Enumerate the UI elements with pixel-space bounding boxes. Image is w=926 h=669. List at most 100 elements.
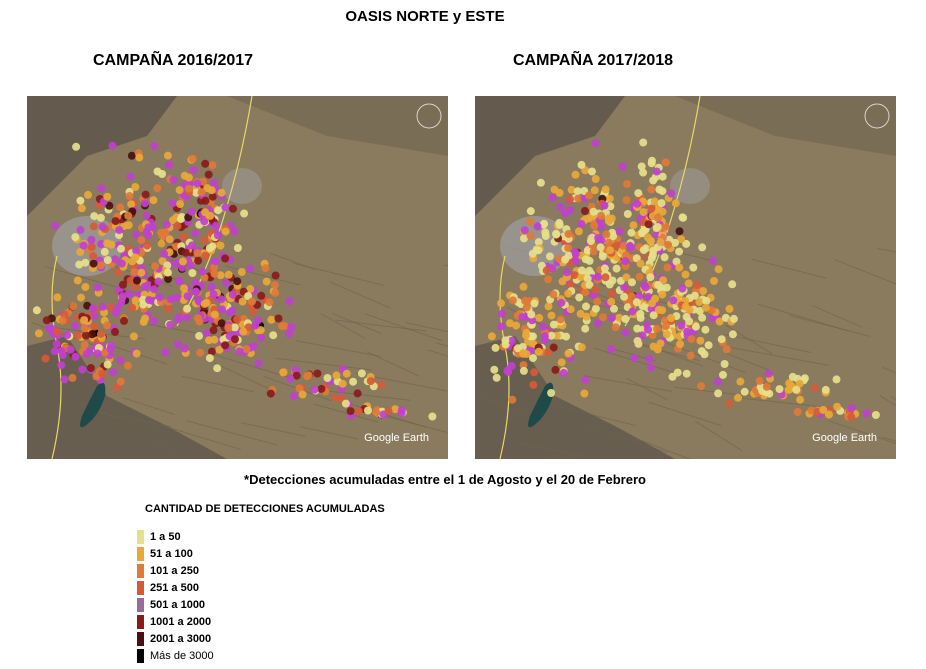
detection-point [714,377,722,386]
detection-point [90,212,99,221]
detection-point [629,221,638,230]
detection-point [601,185,610,194]
detection-point [60,375,69,384]
detection-point [636,309,645,318]
detection-point [575,293,584,302]
detection-point [636,259,645,268]
detection-point [607,345,616,353]
detection-point [201,251,210,260]
detection-point [180,171,189,180]
detection-point [519,361,528,370]
detection-point [529,332,537,341]
detection-point [557,298,566,307]
detection-point [583,274,592,283]
detection-point [290,392,299,400]
detection-point [566,305,575,314]
terrain-ridge [879,395,896,407]
detection-point [675,247,684,256]
detection-point [792,385,801,394]
detection-point [708,314,717,323]
terrain-ridge [99,412,172,428]
detection-point [551,365,560,374]
detection-point [755,376,764,385]
detection-point [75,260,84,269]
detection-point [222,279,231,288]
detection-points [32,141,437,421]
detection-point [518,313,527,322]
detection-point [331,393,340,402]
detection-point [180,284,188,293]
detection-point [191,288,200,296]
detection-point [566,281,575,289]
detection-point [621,315,630,323]
detection-point [266,389,275,398]
mountain-range-nw [27,96,177,216]
detection-point [654,305,663,314]
detection-point [533,222,542,231]
campaign-title-left: CAMPAÑA 2016/2017 [93,52,254,69]
detection-point [117,297,126,306]
detection-point [32,306,41,315]
detection-point [658,290,667,299]
detection-point [646,273,655,282]
detection-point [535,313,544,322]
detection-point [161,348,170,357]
detection-point [172,293,181,302]
detection-point [588,233,597,242]
terrain-ridge [828,420,896,444]
compass-icon[interactable] [416,103,442,129]
detection-point [547,311,556,320]
detection-point [847,404,856,412]
satellite-map-2016-2017[interactable]: Google Earth [27,96,448,459]
detection-point [168,199,177,208]
detection-point [240,209,249,218]
detection-point [80,324,89,333]
terrain-ridge [212,353,289,378]
detection-point [667,189,676,198]
google-earth-logo: Google Earth [364,432,429,444]
detection-point [271,271,280,280]
detection-point [522,331,530,340]
satellite-map-2017-2018[interactable]: Google Earth [475,96,896,459]
detection-point [564,243,573,252]
compass-icon[interactable] [864,103,890,129]
detection-point [638,331,647,340]
detection-point [541,232,550,240]
detection-point [69,302,78,311]
detection-point [681,302,690,311]
detection-point [530,299,539,308]
lake [528,382,554,428]
detection-point [366,377,375,386]
detection-point [728,280,737,289]
detection-point [762,382,771,391]
detection-point [593,297,602,306]
detection-point [534,347,543,356]
detection-point [639,168,648,177]
detection-point [571,256,580,265]
detection-point [126,172,135,181]
detection-point [722,345,731,354]
terrain-ridge [213,362,270,390]
terrain-ridge [584,375,672,392]
detection-point [648,331,657,339]
detection-point [695,307,704,315]
detection-point [176,200,185,209]
detection-point [734,393,742,402]
detection-point [124,290,133,298]
detection-point [228,290,237,299]
detection-point [210,335,219,344]
detection-point [521,296,530,305]
detection-point [78,365,87,374]
detection-point [597,211,606,220]
detection-point [564,289,573,298]
detection-point [487,332,496,341]
detection-point [701,325,710,334]
detection-point [689,263,698,272]
terrain-ridge [320,313,366,340]
detection-point [238,297,247,306]
detection-point [77,204,86,213]
detection-point [71,322,79,330]
terrain-ridge [240,422,306,437]
detection-point [581,324,590,333]
detection-point [534,238,543,247]
